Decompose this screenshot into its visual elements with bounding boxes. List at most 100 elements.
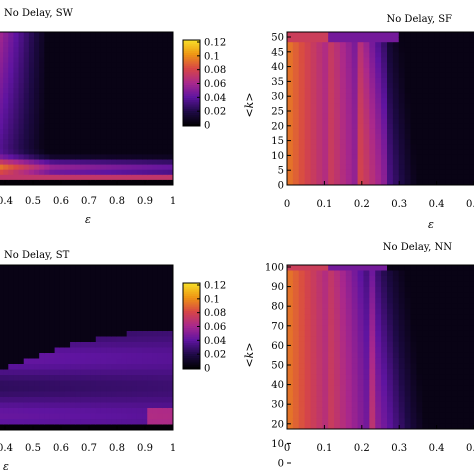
heatmap-cell	[23, 336, 30, 343]
heatmap-cell	[3, 88, 9, 94]
heatmap-cell	[18, 292, 25, 299]
heatmap-cell	[106, 42, 112, 48]
heatmap-cell	[310, 341, 317, 348]
heatmap-cell	[369, 385, 376, 392]
colorbar-segment	[183, 110, 200, 114]
heatmap-cell	[357, 88, 364, 94]
heatmap-cell	[298, 123, 306, 130]
heatmap-cell	[328, 363, 335, 370]
heatmap-cell	[147, 353, 153, 359]
heatmap-cell	[136, 139, 143, 145]
heatmap-cell	[304, 134, 312, 140]
heatmap-cell	[136, 52, 143, 58]
heatmap-cell	[292, 368, 300, 375]
heatmap-cell	[8, 358, 14, 365]
heatmap-cell	[328, 37, 335, 43]
heatmap-cell	[463, 57, 470, 64]
heatmap-cell	[167, 281, 174, 288]
heatmap-cell	[439, 286, 447, 293]
heatmap-cell	[463, 412, 470, 419]
heatmap-cell	[422, 139, 429, 145]
colorbar-segment	[183, 304, 200, 308]
heatmap-cell	[70, 408, 76, 414]
heatmap-cell	[334, 325, 341, 332]
heatmap-cell	[8, 47, 14, 53]
heatmap-cell	[147, 386, 153, 392]
heatmap-cell	[39, 303, 45, 310]
heatmap-cell	[80, 144, 86, 150]
heatmap-cell	[457, 314, 464, 321]
heatmap-cell	[59, 320, 66, 326]
heatmap-cell	[100, 402, 107, 409]
heatmap-cell	[106, 88, 112, 94]
heatmap-cell	[469, 179, 474, 186]
heatmap-cell	[410, 385, 417, 392]
heatmap-cell	[70, 144, 76, 150]
heatmap-cell	[64, 179, 71, 186]
heatmap-cell	[80, 154, 86, 160]
heatmap-cell	[357, 325, 364, 332]
heatmap-cell	[381, 390, 388, 397]
heatmap-cell	[457, 154, 464, 160]
heatmap-cell	[111, 408, 117, 414]
heatmap-cell	[416, 98, 423, 104]
heatmap-cell	[111, 144, 117, 150]
heatmap-cell	[292, 418, 300, 425]
heatmap-cell	[111, 57, 117, 64]
heatmap-cell	[422, 292, 429, 299]
heatmap-cell	[126, 154, 133, 160]
heatmap-cell	[18, 128, 25, 135]
heatmap-cell	[457, 83, 464, 89]
heatmap-cell	[106, 159, 112, 166]
heatmap-cell	[445, 174, 453, 181]
heatmap-cell	[416, 32, 423, 38]
heatmap-cell	[85, 169, 92, 176]
heatmap-cell	[167, 276, 174, 282]
heatmap-cell	[54, 52, 61, 58]
heatmap-cell	[457, 169, 464, 176]
heatmap-cell	[457, 98, 464, 104]
heatmap-cell	[463, 330, 470, 337]
heatmap-cell	[18, 408, 25, 414]
heatmap-cell	[39, 391, 45, 398]
heatmap-cell	[59, 336, 66, 343]
heatmap-cell	[304, 123, 312, 130]
heatmap-cell	[95, 123, 102, 130]
heatmap-cell	[8, 402, 14, 409]
heatmap-cell	[147, 309, 153, 315]
heatmap-cell	[167, 342, 174, 348]
heatmap-cell	[375, 179, 382, 186]
heatmap-cell	[44, 298, 50, 304]
heatmap-cell	[121, 314, 128, 321]
heatmap-cell	[345, 134, 353, 140]
heatmap-cell	[287, 144, 294, 150]
heatmap-cell	[13, 358, 20, 365]
heatmap-cell	[298, 379, 306, 386]
heatmap-cell	[439, 93, 447, 99]
heatmap-cell	[28, 364, 35, 370]
panel-sw-heatmap	[0, 32, 174, 186]
heatmap-cell	[95, 314, 102, 321]
heatmap-cell	[13, 149, 20, 155]
heatmap-cell	[100, 342, 107, 348]
heatmap-cell	[357, 32, 364, 38]
heatmap-cell	[469, 341, 474, 348]
heatmap-cell	[351, 396, 359, 403]
heatmap-cell	[439, 418, 447, 425]
heatmap-cell	[392, 286, 400, 293]
heatmap-cell	[434, 407, 441, 414]
heatmap-cell	[422, 319, 429, 326]
heatmap-cell	[18, 83, 25, 89]
heatmap-cell	[54, 108, 61, 115]
heatmap-cell	[381, 363, 388, 370]
heatmap-cell	[422, 83, 429, 89]
colorbar-segment	[183, 293, 200, 297]
heatmap-cell	[70, 413, 76, 420]
heatmap-cell	[64, 108, 71, 115]
heatmap-cell	[162, 386, 169, 392]
heatmap-cell	[316, 281, 323, 288]
heatmap-cell	[422, 98, 429, 104]
y-tick-label: 80	[271, 302, 284, 313]
heatmap-cell	[334, 336, 341, 343]
heatmap-cell	[152, 413, 159, 420]
